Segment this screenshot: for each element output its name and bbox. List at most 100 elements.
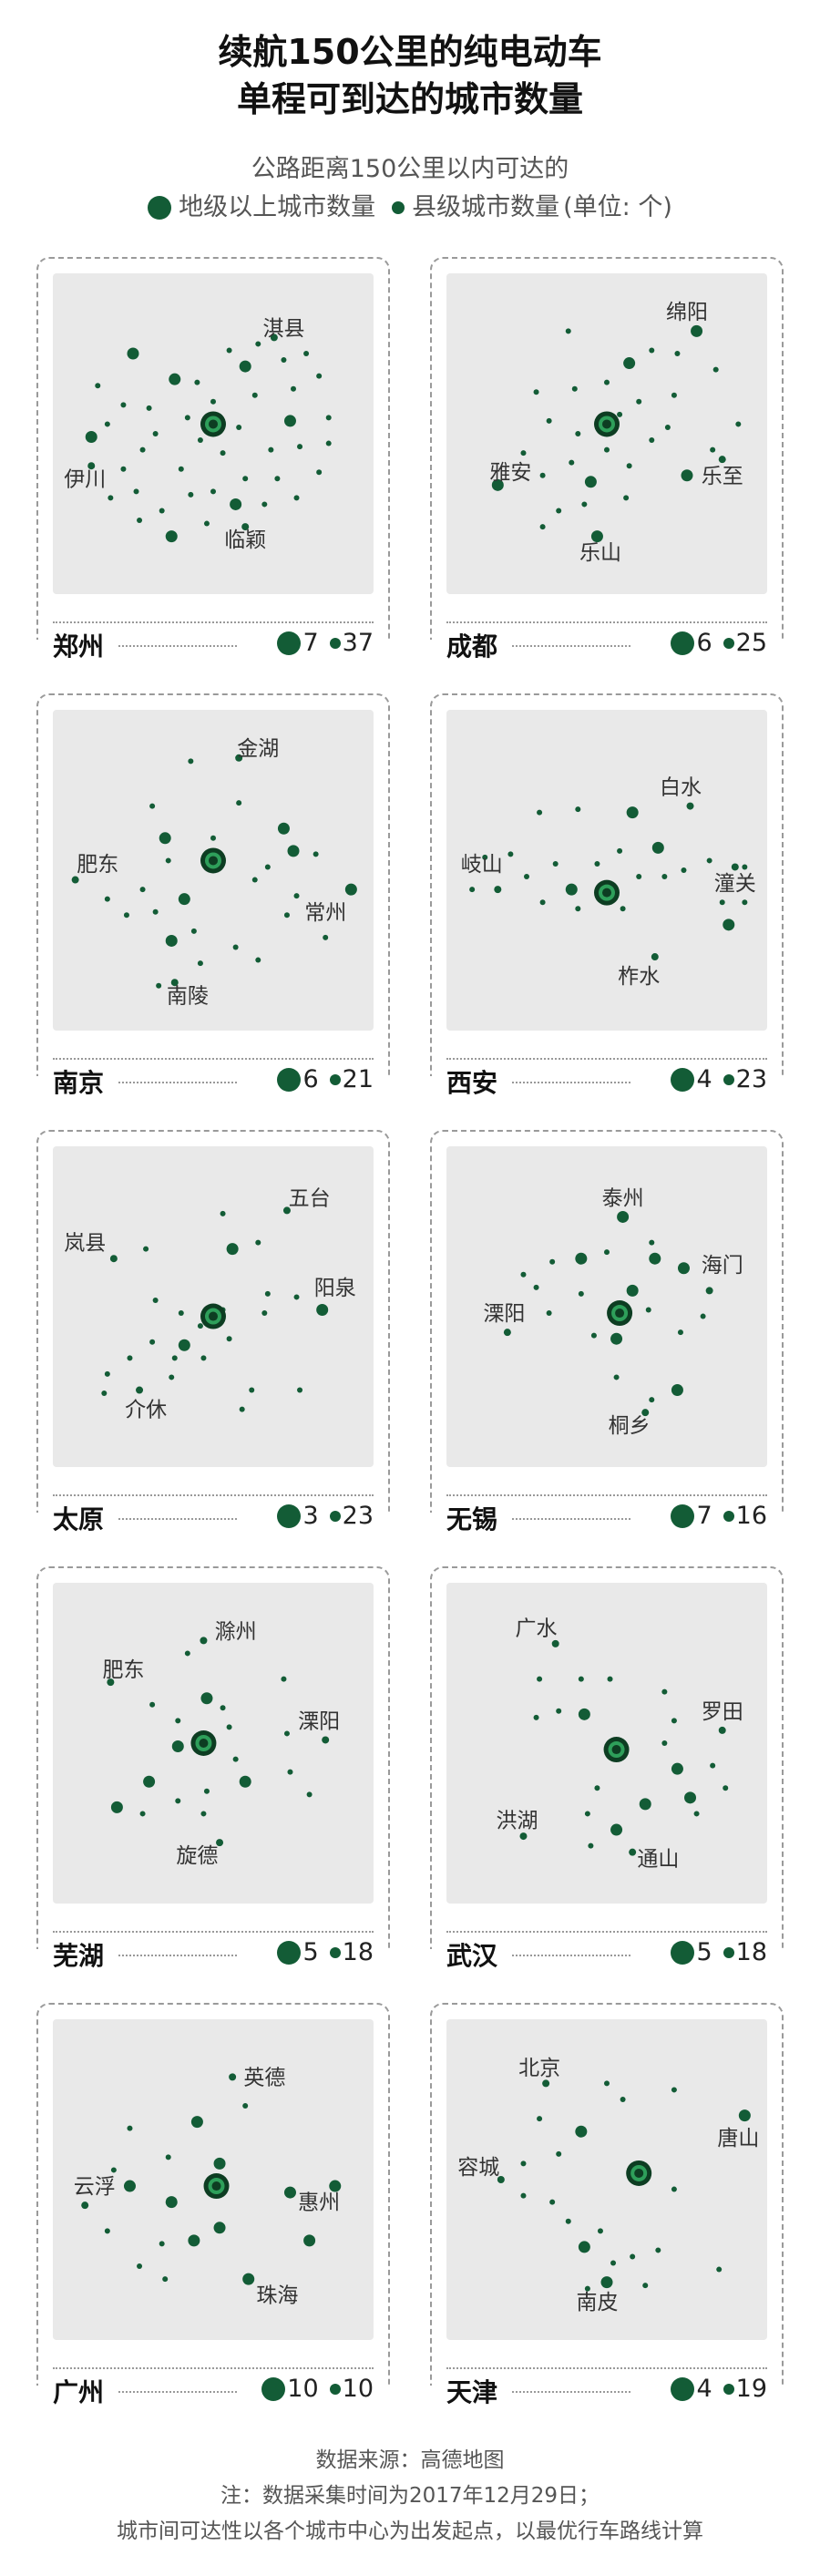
county-city-point [469,887,476,893]
prefecture-count-dot [671,1504,695,1528]
county-city-point [549,2199,556,2205]
county-city-point [677,1329,683,1336]
county-city-point [597,2228,603,2234]
county-city-point [649,1239,655,1246]
labelled-city-point [641,1409,650,1417]
county-city-point [706,857,712,864]
labelled-city-point [503,1329,511,1337]
county-city-point [242,2103,249,2109]
center-city-core [602,419,611,429]
county-city-point [661,1688,668,1695]
city-name: 武汉 [446,1936,504,1973]
city-map-label: 潼关 [714,872,756,896]
county-city-point [236,424,242,430]
county-city-point [664,424,671,430]
county-city-point [649,347,655,354]
county-count-dot [723,637,734,649]
county-city-point [261,501,268,508]
county-city-point [700,1313,706,1319]
city-card: 广水 罗田 洪湖 通山 武汉 5 18 [430,1566,784,1973]
county-city-point [565,2218,571,2224]
county-city-point [203,520,210,527]
county-city-point [671,2087,677,2093]
county-city-point [578,1290,584,1297]
city-card-footer: 西安 4 23 [446,1058,767,1100]
city-map-label: 南皮 [576,2291,618,2314]
county-city-point [533,1284,539,1290]
labelled-city-point [244,2275,252,2284]
city-map-label: 容城 [457,2156,499,2180]
prefecture-city-point [626,1284,639,1297]
city-map-label: 柞水 [618,965,660,989]
city-map-panel: 广水 罗田 洪湖 通山 [446,1583,767,1904]
county-city-point [249,1387,255,1393]
city-map-label: 滁州 [215,1620,257,1644]
labelled-city-point [718,1726,726,1734]
prefecture-city-point [239,1775,251,1788]
prefecture-count-dot [277,1940,302,1965]
city-map-label: 白水 [660,775,702,799]
labelled-city-point [497,2176,505,2183]
county-city-point [255,957,261,963]
city-map-label: 伊川 [64,467,106,491]
county-city-point [710,446,716,453]
city-map-label: 阳泉 [314,1277,356,1300]
county-city-point [630,2253,636,2260]
city-map-label: 介休 [125,1399,167,1422]
county-city-point [313,851,319,857]
county-city-point [139,887,146,893]
labelled-city-point [705,1287,713,1295]
county-city-point [242,476,249,482]
city-map-label: 北京 [518,2057,560,2080]
county-count-dot [329,1073,341,1085]
labelled-city-point [109,1255,118,1263]
prefecture-count: 4 [696,2375,712,2403]
prefecture-city-point [171,1740,184,1753]
county-city-point [316,373,323,379]
county-city-point [210,835,216,841]
county-city-point [604,2080,610,2087]
county-city-point [520,1271,527,1278]
labelled-city-point [216,1839,224,1847]
county-city-point [210,398,216,405]
prefecture-city-point [303,2234,316,2247]
county-city-point [291,385,296,392]
city-map-label: 溧阳 [298,1709,340,1733]
city-card-footer: 芜湖 5 18 [53,1931,374,1973]
prefecture-city-point [684,1791,697,1804]
county-city-point [220,1210,226,1216]
county-city-point [323,934,329,940]
city-card: 淇县 伊川 临颖 郑州 7 37 [36,257,390,663]
county-count-dot [723,1946,734,1958]
city-map-panel: 北京 唐山 容城 南皮 [446,2019,767,2340]
county-city-point [537,1676,543,1682]
county-city-point [594,860,600,867]
county-city-point [110,2167,117,2173]
prefecture-count-dot [277,1504,302,1528]
labelled-city-point [551,1639,559,1647]
city-counts: 5 18 [272,1938,374,1966]
county-city-point [546,417,552,424]
prefecture-city-point [188,2234,200,2247]
county-city-point [590,1332,597,1339]
county-city-point [165,857,171,864]
city-counts: 3 23 [272,1502,374,1530]
county-city-point [482,854,488,860]
city-map-panel: 绵阳 雅安 乐至 乐山 [446,273,767,594]
city-map-label: 岚县 [64,1232,106,1256]
prefecture-city-point [671,1384,683,1397]
county-city-point [655,2247,661,2253]
county-city-point [281,357,287,364]
prefecture-city-point [677,1262,690,1275]
county-city-point [137,518,143,524]
city-card-footer: 南京 6 21 [53,1058,374,1100]
dotted-leader [118,1518,237,1520]
county-city-point [178,466,184,472]
labelled-city-point [136,1386,144,1394]
county-city-point [146,405,152,411]
county-city-point [143,1246,149,1252]
labelled-city-point [494,481,502,489]
county-city-point [584,1811,590,1817]
